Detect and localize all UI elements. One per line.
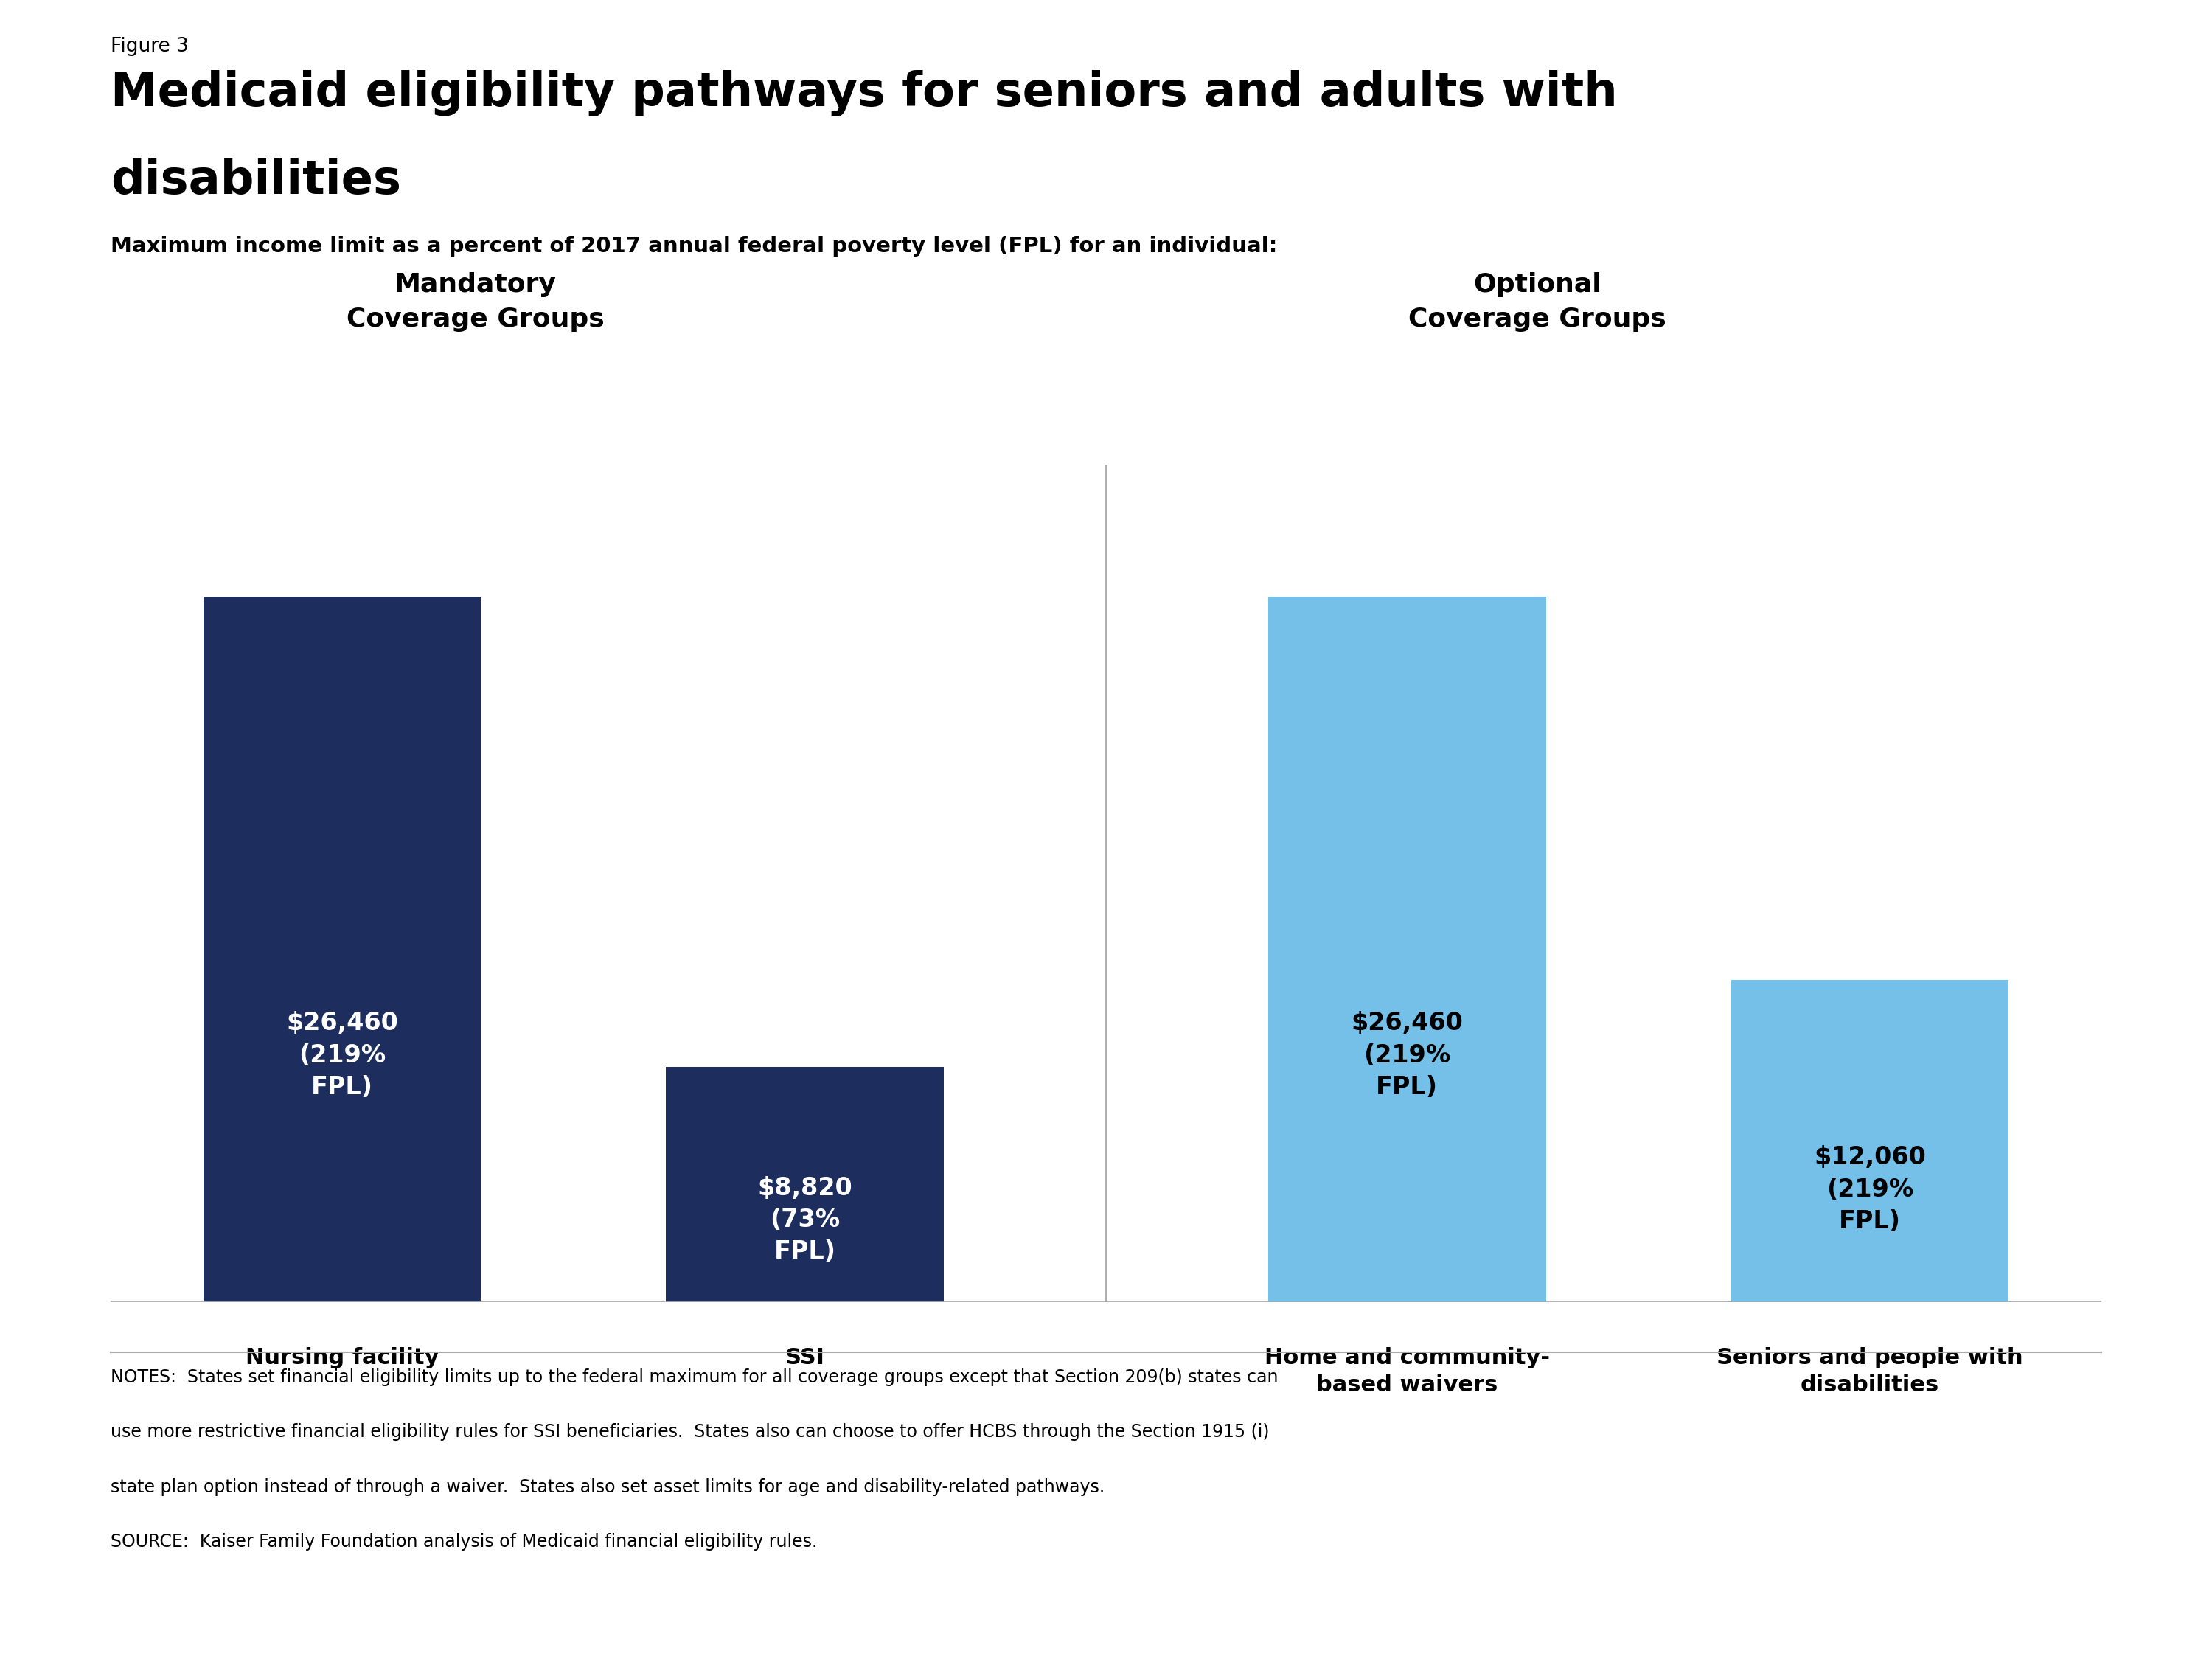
Text: FOUNDATION: FOUNDATION xyxy=(1966,1569,2051,1581)
Text: Figure 3: Figure 3 xyxy=(111,36,188,56)
Text: Medicaid eligibility pathways for seniors and adults with: Medicaid eligibility pathways for senior… xyxy=(111,70,1617,116)
Bar xyxy=(666,1067,945,1302)
Text: use more restrictive financial eligibility rules for SSI beneficiaries.  States : use more restrictive financial eligibili… xyxy=(111,1423,1270,1442)
Text: Mandatory
Coverage Groups: Mandatory Coverage Groups xyxy=(347,272,604,332)
Text: $26,460
(219%
FPL): $26,460 (219% FPL) xyxy=(285,1010,398,1100)
Text: Optional
Coverage Groups: Optional Coverage Groups xyxy=(1409,272,1666,332)
Text: SOURCE:  Kaiser Family Foundation analysis of Medicaid financial eligibility rul: SOURCE: Kaiser Family Foundation analysi… xyxy=(111,1533,816,1551)
Text: FAMILY: FAMILY xyxy=(1962,1495,2055,1518)
Text: $8,820
(73%
FPL): $8,820 (73% FPL) xyxy=(757,1176,852,1264)
Text: SSI: SSI xyxy=(785,1347,825,1369)
Text: KAISER: KAISER xyxy=(1960,1450,2057,1473)
Text: Seniors and people with
disabilities: Seniors and people with disabilities xyxy=(1717,1347,2024,1397)
Text: Home and community-
based waivers: Home and community- based waivers xyxy=(1265,1347,1551,1397)
Text: $26,460
(219%
FPL): $26,460 (219% FPL) xyxy=(1352,1010,1462,1100)
Text: state plan option instead of through a waiver.  States also set asset limits for: state plan option instead of through a w… xyxy=(111,1478,1104,1496)
Bar xyxy=(1267,597,1546,1302)
Text: NOTES:  States set financial eligibility limits up to the federal maximum for al: NOTES: States set financial eligibility … xyxy=(111,1369,1279,1387)
Bar xyxy=(1732,980,2008,1302)
Text: Maximum income limit as a percent of 2017 annual federal poverty level (FPL) for: Maximum income limit as a percent of 201… xyxy=(111,236,1276,255)
Text: $12,060
(219%
FPL): $12,060 (219% FPL) xyxy=(1814,1145,1927,1234)
Text: THE HENRY J.: THE HENRY J. xyxy=(1966,1387,2051,1399)
Text: Nursing facility: Nursing facility xyxy=(246,1347,438,1369)
Bar xyxy=(204,597,480,1302)
Text: disabilities: disabilities xyxy=(111,158,400,204)
